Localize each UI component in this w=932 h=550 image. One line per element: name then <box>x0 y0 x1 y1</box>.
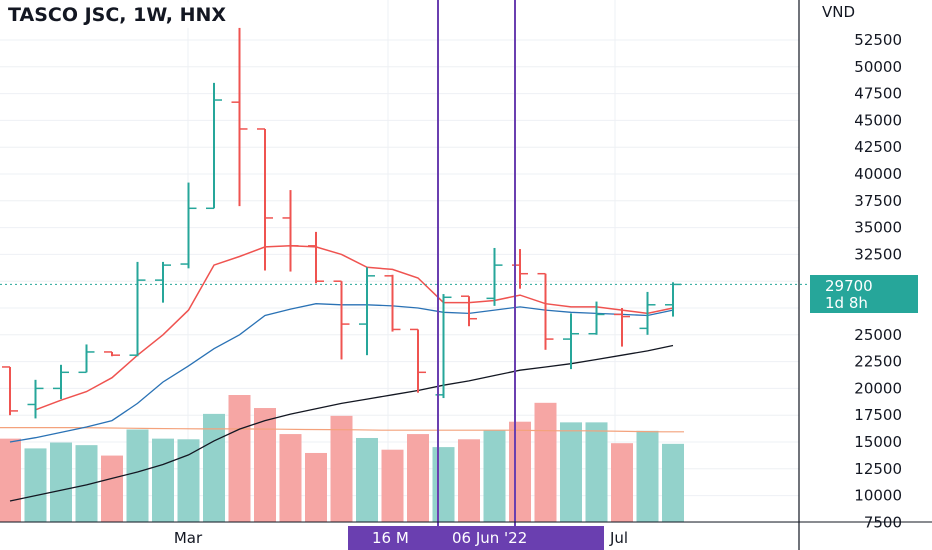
price-bar-23 <box>588 301 605 335</box>
volume-bar-20 <box>509 421 531 522</box>
time-axis[interactable]: Mar Jul <box>174 529 628 547</box>
y-tick-label-2: 12500 <box>854 460 902 478</box>
price-bar-5 <box>129 261 146 357</box>
y-tick-label-12: 37500 <box>854 192 902 210</box>
price-bar-17 <box>435 294 452 399</box>
y-tick-label-3: 15000 <box>854 433 902 451</box>
volume-bar-11 <box>279 434 302 522</box>
price-bar-13 <box>333 280 350 360</box>
volume-bar-1 <box>24 448 47 522</box>
y-tick-label-18: 52500 <box>854 31 902 49</box>
price-bar-14 <box>359 267 375 356</box>
volume-bar-21 <box>534 402 557 522</box>
crosshair-time-tag: 16 M 06 Jun '22 <box>348 526 604 550</box>
volume-bar-17 <box>432 447 455 522</box>
price-bar-6 <box>155 261 171 303</box>
y-tick-label-5: 20000 <box>854 379 902 397</box>
y-tick-label-10: 32500 <box>854 245 902 263</box>
price-bar-15 <box>384 274 401 332</box>
y-tick-label-6: 22500 <box>854 353 902 371</box>
volume-ma-line <box>0 427 684 433</box>
price-bar-24 <box>614 308 630 347</box>
price-bar-11 <box>282 190 299 272</box>
volume-bar-22 <box>560 422 582 522</box>
volume-bar-6 <box>152 438 174 522</box>
volume-bar-4 <box>101 455 123 522</box>
price-bar-7 <box>180 182 197 269</box>
price-bar-0 <box>2 366 18 416</box>
volume-bar-19 <box>483 430 506 522</box>
volume-bar-8 <box>203 413 225 522</box>
volume-bar-15 <box>381 449 404 522</box>
y-tick-label-1: 10000 <box>854 487 902 505</box>
price-bar-26 <box>665 282 681 317</box>
crosshair-tag-first: 16 M <box>372 529 409 547</box>
volume-bar-7 <box>177 439 200 522</box>
y-tick-label-14: 42500 <box>854 138 902 156</box>
price-bar-4 <box>104 351 120 357</box>
last-price-tag: 29700 1d 8h <box>810 275 918 313</box>
y-tick-label-0: 7500 <box>864 513 902 531</box>
y-tick-label-16: 47500 <box>854 85 902 103</box>
price-bar-22 <box>563 313 579 370</box>
countdown-value: 1d 8h <box>825 294 868 312</box>
price-bar-9 <box>231 27 248 207</box>
x-tick-label-0: Mar <box>174 529 203 547</box>
volume-bar-16 <box>407 434 429 522</box>
last-price-value: 29700 <box>825 277 873 295</box>
chart-title: TASCO JSC, 1W, HNX <box>8 4 226 26</box>
volume-bar-2 <box>50 442 72 522</box>
price-bar-10 <box>257 128 273 271</box>
crosshair-tag-second: 06 Jun '22 <box>452 529 527 547</box>
price-bar-19 <box>486 247 503 306</box>
volume-bar-3 <box>75 445 98 522</box>
volume-bar-0 <box>0 438 21 522</box>
price-bars <box>2 27 681 419</box>
volume-bar-14 <box>356 437 378 522</box>
title-background <box>0 2 345 28</box>
price-axis[interactable]: 7500100001250015000175002000022500250002… <box>854 31 902 531</box>
y-tick-label-4: 17500 <box>854 406 902 424</box>
y-tick-label-11: 35000 <box>854 219 902 237</box>
price-bar-21 <box>537 272 554 350</box>
volume-bar-18 <box>458 439 480 522</box>
currency-label: VND <box>822 3 855 21</box>
volume-bar-12 <box>305 452 327 522</box>
volume-bar-26 <box>662 443 684 522</box>
price-bar-25 <box>639 291 656 335</box>
volume-bar-10 <box>254 408 276 522</box>
ema-fast-line <box>35 245 674 411</box>
price-bar-16 <box>410 328 426 393</box>
crosshairs <box>437 0 516 526</box>
price-bar-12 <box>308 231 324 284</box>
y-tick-label-15: 45000 <box>854 111 902 129</box>
price-bar-1 <box>27 379 44 419</box>
volume-bar-5 <box>126 429 149 522</box>
volume-bar-24 <box>611 443 633 522</box>
price-bar-18 <box>461 295 477 327</box>
price-bar-8 <box>206 82 222 210</box>
volume-bar-25 <box>636 430 659 522</box>
price-bar-2 <box>53 364 69 400</box>
x-tick-label-1: Jul <box>609 529 628 547</box>
volume-bar-23 <box>585 422 608 522</box>
grid <box>0 0 799 523</box>
volume-bar-13 <box>330 415 353 522</box>
volume-bars <box>0 395 684 522</box>
volume-bar-9 <box>228 395 251 522</box>
y-tick-label-13: 40000 <box>854 165 902 183</box>
y-tick-label-7: 25000 <box>854 326 902 344</box>
ma-long-line <box>9 344 674 502</box>
y-tick-label-17: 50000 <box>854 58 902 76</box>
price-bar-3 <box>78 344 95 374</box>
